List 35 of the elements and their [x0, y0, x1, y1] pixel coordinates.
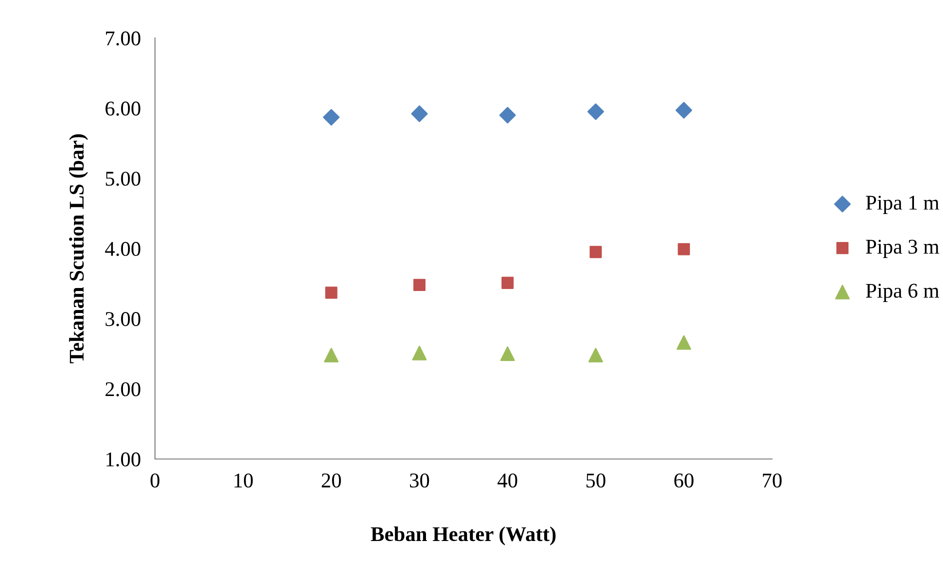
y-tick-label: 1.00 — [106, 452, 140, 467]
legend-label: Pipa 1 m — [866, 196, 940, 214]
point — [676, 102, 692, 119]
point — [500, 346, 515, 362]
point — [587, 103, 604, 120]
x-tick-label: 30 — [410, 473, 430, 488]
y-axis-title: Tekanan Scution LS (bar) — [69, 134, 88, 364]
point — [590, 246, 602, 258]
point — [325, 286, 338, 299]
point — [413, 278, 426, 292]
x-tick-label: 10 — [234, 473, 253, 488]
point — [676, 335, 692, 350]
legend-label: Pipa 6 m — [866, 284, 940, 302]
legend-label: Pipa 3 m — [866, 240, 940, 258]
y-tick-label: 5.00 — [106, 172, 140, 186]
y-tick-label: 4.00 — [105, 242, 140, 256]
point — [588, 348, 603, 362]
y-tick-label: 6.00 — [106, 102, 140, 116]
point — [499, 106, 516, 124]
point — [324, 348, 339, 362]
point — [322, 108, 340, 126]
point — [411, 105, 428, 122]
point — [678, 243, 690, 256]
x-tick-label: 20 — [322, 473, 341, 488]
y-tick-label: 3.00 — [106, 312, 140, 326]
x-tick-label: 60 — [674, 473, 694, 488]
point — [501, 276, 514, 289]
point — [412, 346, 427, 360]
x-axis-title: Beban Heater (Watt) — [370, 526, 556, 546]
y-tick-label: 7.00 — [106, 31, 140, 46]
x-tick-label: 0 — [150, 473, 160, 488]
x-tick-label: 70 — [762, 473, 782, 488]
x-tick-label: 40 — [498, 473, 518, 488]
y-tick-label: 2.00 — [106, 382, 140, 396]
x-tick-label: 50 — [586, 473, 606, 488]
